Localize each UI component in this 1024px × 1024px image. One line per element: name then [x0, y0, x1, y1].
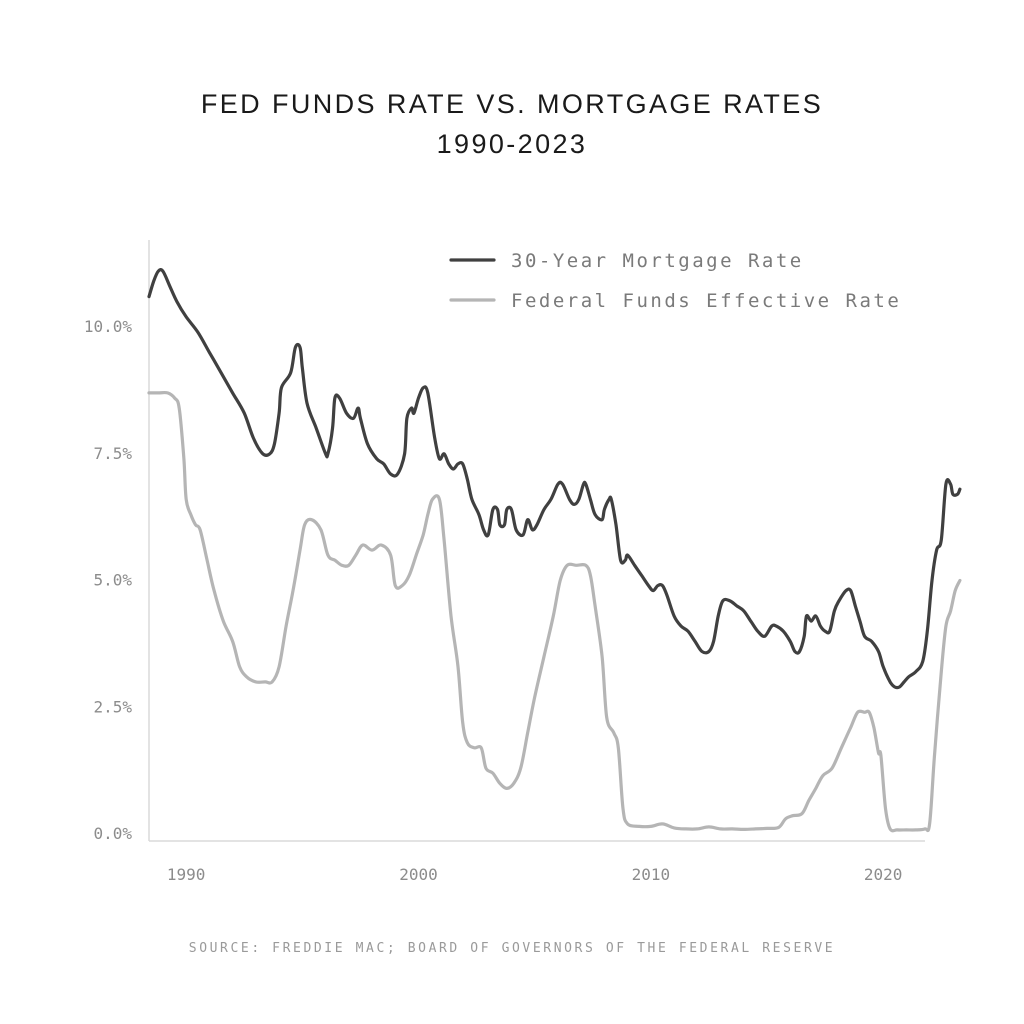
y-tick-label: 0.0%: [93, 824, 132, 843]
y-tick-label: 10.0%: [84, 317, 133, 336]
x-tick-label: 2010: [632, 865, 671, 884]
x-tick-label: 2000: [399, 865, 438, 884]
series-line-fed: [147, 390, 962, 833]
x-tick-label: 2020: [864, 865, 903, 884]
y-tick-label: 7.5%: [93, 444, 132, 463]
y-tick-label: 2.5%: [93, 697, 132, 716]
chart-source: SOURCE: FREDDIE MAC; BOARD OF GOVERNORS …: [188, 941, 836, 956]
x-tick-label: 1990: [167, 865, 206, 884]
chart-title: FED FUNDS RATE VS. MORTGAGE RATES: [200, 89, 824, 119]
legend-label-mortgage: 30-Year Mortgage Rate: [511, 250, 804, 272]
series-line-mortgage: [147, 268, 962, 690]
y-tick-label: 5.0%: [93, 571, 132, 590]
legend-label-fed: Federal Funds Effective Rate: [511, 290, 901, 312]
chart-subtitle: 1990-2023: [436, 129, 588, 159]
